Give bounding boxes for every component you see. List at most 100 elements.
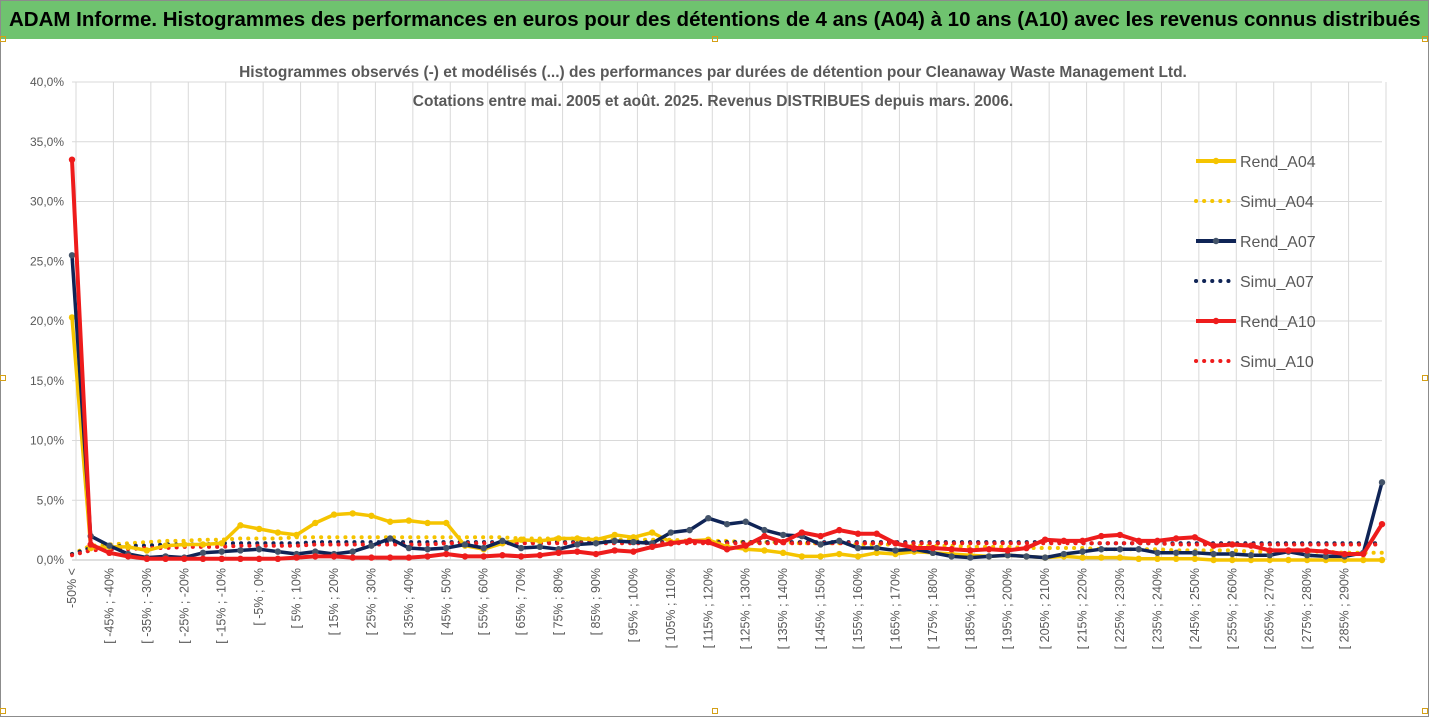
series-Rend_A10	[68, 156, 1386, 563]
data-point-Rend_A10	[274, 555, 282, 563]
data-point-Rend_A07	[1060, 550, 1068, 558]
data-point-Rend_A10	[705, 538, 712, 546]
data-point-Rend_A07	[929, 549, 937, 557]
resize-handle-bottom-right[interactable]	[1422, 708, 1428, 714]
data-point-Rend_A07	[68, 252, 76, 259]
data-point-Rend_A07	[985, 553, 993, 560]
data-point-Rend_A07	[461, 541, 469, 548]
x-tick-label: [ -45% ; -40%	[102, 568, 116, 644]
chart-title-line-1: Histogrammes observés (-) et modélisés (…	[239, 64, 1187, 81]
data-point-Rend_A07	[574, 541, 581, 548]
data-point-Rend_A10	[1098, 532, 1105, 540]
chart-title-line-2: Cotations entre mai. 2005 et août. 2025.…	[413, 93, 1013, 110]
x-tick-label: [ 45% ; 50%	[439, 568, 453, 635]
data-point-Rend_A10	[1303, 547, 1311, 554]
data-point-Rend_A07	[480, 544, 487, 552]
report-banner-title: ADAM Informe. Histogrammes des performan…	[1, 1, 1428, 39]
y-tick-label: 25,0%	[30, 254, 64, 268]
series-Simu_A10	[70, 541, 1384, 558]
legend-label: Simu_A10	[1240, 354, 1314, 371]
series-line-Simu_A10	[70, 541, 1384, 558]
data-point-Rend_A04	[1154, 555, 1161, 563]
legend-entry-Simu_A07: Simu_A07	[1194, 274, 1314, 291]
data-point-Rend_A10	[1060, 537, 1068, 545]
x-tick-label: [ 205% ; 210%	[1038, 568, 1052, 649]
data-point-Rend_A07	[854, 544, 862, 552]
data-point-Rend_A10	[199, 555, 207, 563]
x-tick-label: [ 235% ; 240%	[1150, 568, 1164, 649]
x-tick-label: [ 265% ; 270%	[1263, 568, 1277, 649]
data-point-Rend_A04	[854, 553, 862, 560]
data-point-Rend_A04	[761, 547, 768, 554]
data-point-Rend_A10	[742, 542, 749, 549]
data-point-Rend_A04	[1229, 556, 1236, 564]
data-point-Rend_A10	[1172, 535, 1180, 542]
resize-handle-middle-left[interactable]	[0, 375, 6, 381]
data-point-Rend_A07	[1247, 552, 1255, 559]
data-point-Rend_A10	[1210, 542, 1217, 549]
x-tick-label: [ 245% ; 250%	[1188, 568, 1202, 649]
y-axis: 0,0% 5,0% 10,0% 15,0% 20,0% 25,0% 30,0% 35,0% 40…	[30, 75, 64, 567]
y-tick-label: 30,0%	[30, 195, 64, 209]
data-point-Rend_A10	[124, 553, 132, 560]
resize-handle-bottom-center[interactable]	[712, 708, 718, 714]
x-tick-label: [ -5% ; 0%	[252, 568, 266, 626]
data-point-Rend_A10	[611, 547, 618, 554]
data-point-Rend_A10	[667, 540, 675, 547]
legend-entry-Simu_A10: Simu_A10	[1194, 354, 1314, 371]
data-point-Rend_A04	[574, 535, 581, 542]
x-tick-label: [ -35% ; -30%	[140, 568, 154, 644]
data-point-Rend_A04	[124, 543, 132, 551]
data-point-Rend_A10	[106, 549, 113, 557]
x-tick-label: [ 125% ; 130%	[739, 568, 753, 649]
data-point-Rend_A04	[237, 522, 244, 529]
x-tick-label: [ 135% ; 140%	[776, 568, 790, 649]
data-point-Rend_A07	[742, 518, 749, 525]
resize-handle-top-right[interactable]	[1422, 36, 1428, 42]
data-point-Rend_A07	[630, 538, 637, 546]
data-point-Rend_A07	[1041, 554, 1049, 561]
data-point-Rend_A10	[948, 546, 955, 553]
data-point-Rend_A04	[312, 519, 319, 527]
data-point-Rend_A10	[480, 553, 487, 560]
data-point-Rend_A04	[555, 535, 562, 542]
data-point-Rend_A10	[1266, 547, 1273, 554]
x-tick-label: [ 185% ; 190%	[963, 568, 977, 649]
data-point-Rend_A10	[1079, 537, 1086, 545]
x-tick-label: [ 165% ; 170%	[888, 568, 902, 649]
data-point-Rend_A10	[162, 555, 169, 563]
data-point-Rend_A07	[1098, 546, 1105, 553]
legend-label: Rend_A07	[1240, 234, 1316, 251]
legend-marker	[1212, 237, 1220, 245]
data-point-Rend_A04	[181, 541, 188, 548]
data-point-Rend_A10	[723, 546, 731, 553]
data-point-Rend_A07	[686, 526, 693, 534]
resize-handle-top-center[interactable]	[712, 36, 718, 42]
y-tick-label: 20,0%	[30, 314, 64, 328]
resize-handle-middle-right[interactable]	[1422, 375, 1428, 381]
data-point-Rend_A07	[705, 514, 712, 522]
data-point-Rend_A04	[368, 512, 375, 519]
data-point-Rend_A07	[386, 535, 394, 542]
resize-handle-bottom-left[interactable]	[0, 708, 6, 714]
x-tick-label: [ 65% ; 70%	[514, 568, 528, 635]
data-point-Rend_A07	[312, 548, 319, 555]
data-point-Rend_A10	[499, 552, 506, 559]
data-point-Rend_A04	[330, 511, 338, 518]
data-point-Rend_A07	[1079, 548, 1086, 555]
data-point-Rend_A10	[1116, 531, 1124, 539]
data-point-Rend_A10	[910, 544, 918, 552]
resize-handle-top-left[interactable]	[0, 36, 6, 42]
data-point-Rend_A07	[1154, 549, 1161, 557]
data-point-Rend_A04	[1172, 555, 1180, 563]
data-point-Rend_A10	[873, 530, 880, 537]
data-point-Rend_A04	[1116, 554, 1124, 561]
data-point-Rend_A07	[1023, 553, 1030, 560]
x-tick-label: [ 5% ; 10%	[290, 568, 304, 628]
data-point-Rend_A04	[1210, 556, 1217, 564]
data-point-Rend_A04	[836, 550, 843, 558]
gridlines	[72, 81, 1387, 561]
data-point-Rend_A07	[779, 531, 787, 539]
y-tick-label: 0,0%	[37, 553, 65, 567]
legend-label: Rend_A10	[1240, 314, 1316, 331]
